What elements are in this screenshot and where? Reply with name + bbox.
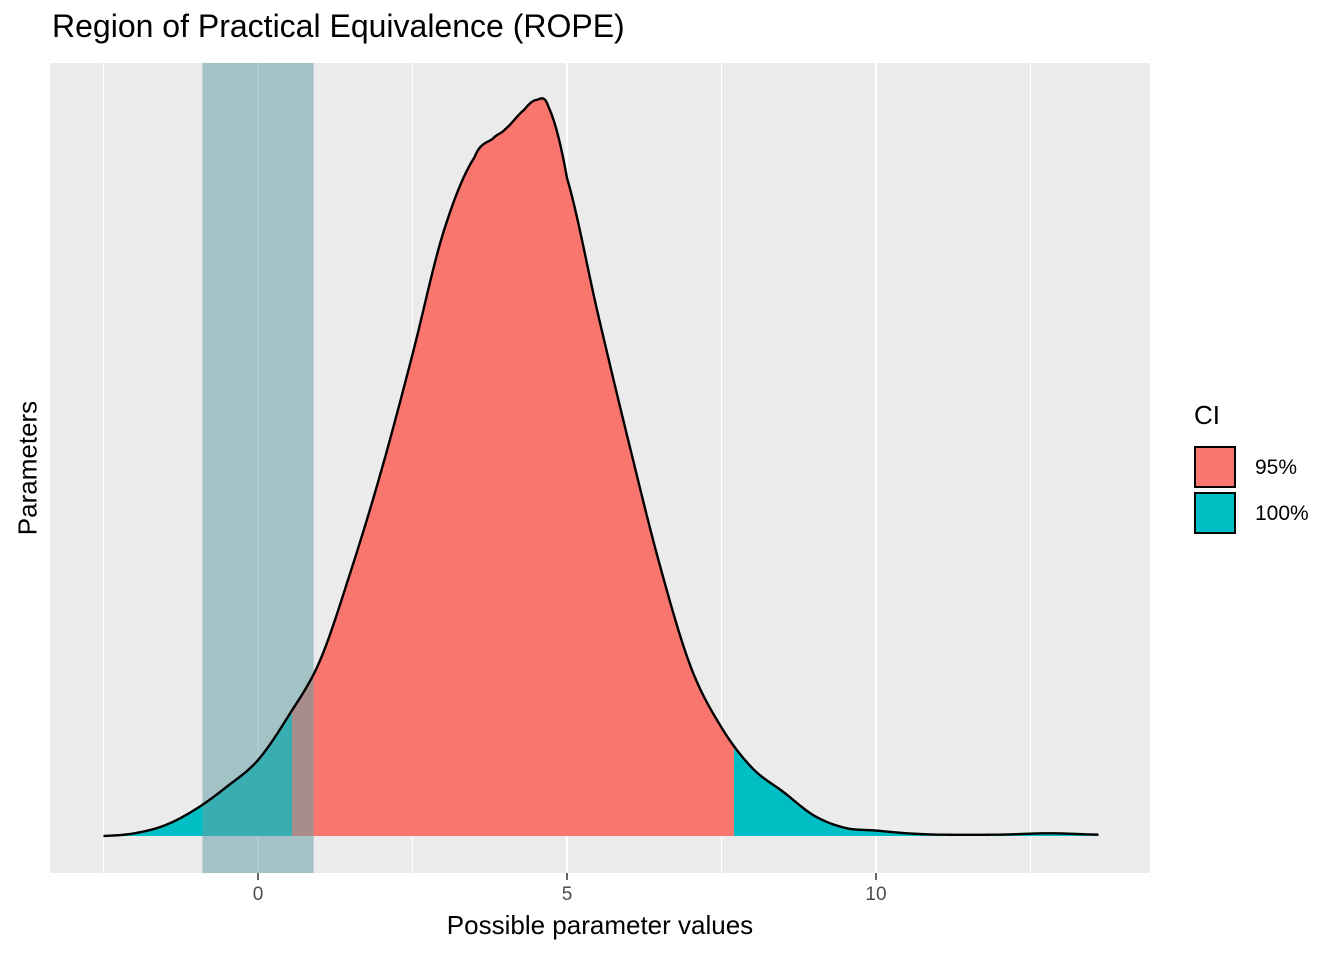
x-tick-label: 5 [561,884,573,905]
area-100-right [733,746,1099,836]
x-axis [257,873,877,880]
chart-title: Region of Practical Equivalence (ROPE) [52,8,625,44]
legend-label-100: 100% [1255,502,1309,525]
rope-rect [202,63,314,873]
density-outline [103,97,1099,838]
rope-band [202,63,314,873]
legend-key-95 [1194,446,1236,488]
y-axis-label: Parameters [12,400,43,536]
x-tick-label: 10 [865,884,887,905]
legend-label-95: 95% [1255,456,1298,479]
legend-key-100 [1194,492,1236,534]
x-tick-label: 0 [252,884,264,905]
legend-title: CI [1194,400,1220,430]
area-95 [291,98,734,837]
x-axis-label: Possible parameter values [446,910,754,940]
density-line [103,97,1099,838]
